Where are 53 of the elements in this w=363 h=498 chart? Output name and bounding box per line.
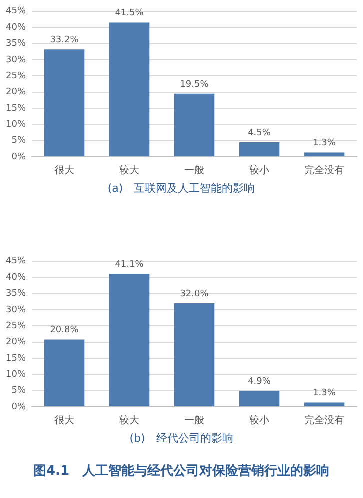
y-tick-label: 10% xyxy=(6,120,26,130)
data-label: 4.9% xyxy=(248,376,272,387)
bar xyxy=(44,50,85,156)
y-tick-label: 30% xyxy=(6,305,26,316)
bar xyxy=(239,142,280,156)
y-tick-label: 5% xyxy=(12,386,26,396)
bar xyxy=(304,402,345,406)
y-tick-label: 20% xyxy=(6,338,26,348)
x-tick-label: 完全没有 xyxy=(304,164,344,177)
y-tick-label: 0% xyxy=(12,152,26,162)
data-label: 1.3% xyxy=(313,388,336,399)
data-label: 1.3% xyxy=(313,138,336,149)
y-tick-label: 10% xyxy=(6,370,26,380)
y-tick-label: 45% xyxy=(6,6,26,17)
data-label: 19.5% xyxy=(180,80,210,90)
y-tick-label: 40% xyxy=(6,272,26,283)
y-tick-label: 45% xyxy=(6,256,26,267)
y-tick-label: 25% xyxy=(6,321,26,332)
y-tick-label: 25% xyxy=(6,71,26,82)
y-tick-label: 35% xyxy=(6,39,26,50)
bar xyxy=(109,22,150,156)
y-tick-label: 15% xyxy=(6,354,26,364)
data-label: 41.5% xyxy=(115,8,144,19)
x-tick-label: 较小 xyxy=(250,164,270,177)
y-tick-label: 30% xyxy=(6,55,26,66)
data-label: 4.5% xyxy=(248,128,272,138)
bar xyxy=(304,152,345,156)
text: (a) 互联网及人工智能的影响 xyxy=(106,181,256,197)
x-tick-label: 很大 xyxy=(54,414,75,427)
y-tick-label: 40% xyxy=(6,22,26,33)
y-tick-label: 0% xyxy=(12,402,26,412)
y-tick-label: 15% xyxy=(6,104,26,114)
bar xyxy=(109,274,150,406)
x-tick-label: 一般 xyxy=(184,416,204,427)
text: (b) 经代公司的影响 xyxy=(128,431,234,447)
data-label: 33.2% xyxy=(50,35,80,46)
x-tick-label: 较小 xyxy=(250,414,270,427)
bar xyxy=(174,94,215,156)
caption: 图4.1 人工智能与经代公司对保险营销行业的影响 xyxy=(32,463,331,480)
x-tick-label: 一般 xyxy=(184,166,204,177)
y-tick-label: 35% xyxy=(6,289,26,300)
bar xyxy=(44,340,85,406)
bar xyxy=(239,391,280,406)
x-tick-label: 完全没有 xyxy=(304,414,344,427)
data-label: 32.0% xyxy=(180,289,210,300)
bar xyxy=(174,303,215,406)
x-tick-label: 较大 xyxy=(120,414,140,427)
data-label: 20.8% xyxy=(50,326,80,336)
y-tick-label: 20% xyxy=(6,88,26,98)
x-tick-label: 很大 xyxy=(54,164,75,177)
x-tick-label: 较大 xyxy=(120,164,140,177)
data-label: 41.1% xyxy=(115,260,144,270)
y-tick-label: 5% xyxy=(12,136,26,146)
